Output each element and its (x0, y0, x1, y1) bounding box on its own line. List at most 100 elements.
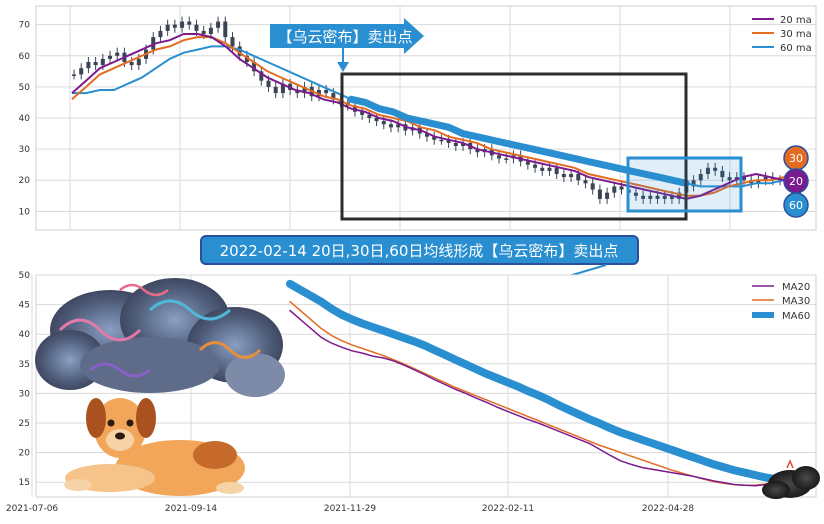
candle-body (374, 118, 379, 122)
candle-body (597, 189, 602, 199)
candle-body (453, 142, 458, 146)
small-dark-cloud-illustration (762, 459, 820, 499)
candle-body (280, 83, 285, 94)
candle-body (244, 55, 249, 62)
candle-body (619, 186, 624, 190)
blue-highlight-box (626, 156, 743, 213)
candle-body (396, 124, 401, 128)
candle-body (223, 21, 228, 38)
top-y-tick-label: 10 (19, 207, 31, 217)
bottom-y-tick-label: 15 (19, 478, 30, 488)
bottom-x-tick-labels: 2021-07-06 2021-09-14 2021-11-29 2022-02-11… (6, 504, 695, 514)
candle-body (208, 27, 213, 34)
candle-body (201, 30, 206, 34)
candle-body (547, 167, 552, 171)
candle-body (360, 111, 365, 115)
bottom-ma-lines (286, 279, 780, 487)
top-legend: 20 ma 30 ma 60 ma (752, 15, 812, 54)
candle-body (295, 90, 300, 94)
badge-60-circle (783, 192, 809, 218)
candle-body (497, 155, 502, 159)
top-ma-lines (71, 33, 785, 200)
candle-body (266, 80, 271, 87)
candle-body (115, 52, 120, 56)
candle-body (662, 195, 667, 199)
middle-callout: 2022-02-14 20日,30日,60日均线形成【乌云密布】卖出点 (200, 235, 639, 285)
bottom-ma20-line (289, 309, 777, 487)
candle-body (151, 37, 156, 50)
bottom-y-tick-label: 40 (19, 330, 31, 340)
candle-body (72, 74, 76, 76)
candle-body (165, 24, 170, 31)
candle-body (425, 133, 429, 137)
candle-body (525, 161, 530, 165)
top-y-tick-label: 70 (19, 21, 31, 31)
top-y-tick-labels: 10 20 30 40 50 60 70 (19, 21, 31, 218)
top-ma60-highlight (347, 95, 690, 187)
bottom-y-tick-label: 30 (19, 389, 31, 399)
ma-badges: 30 20 60 (783, 145, 809, 218)
bottom-ma60-line (286, 279, 780, 484)
middle-callout-text: 2022-02-14 20日,30日,60日均线形成【乌云密布】卖出点 (220, 242, 619, 260)
candle-body (79, 68, 84, 75)
top-ma20-line (71, 33, 785, 200)
bottom-x-tick-label: 2021-07-06 (6, 504, 59, 514)
candle-body (187, 21, 192, 25)
candle-body (698, 174, 703, 181)
candle-body (273, 86, 278, 94)
bottom-x-tick-label: 2021-11-29 (324, 504, 377, 514)
top-callout-text: 【乌云密布】卖出点 (277, 28, 412, 46)
middle-callout-box (200, 235, 639, 265)
candle-body (576, 174, 581, 181)
candle-body (648, 195, 653, 199)
candle-body (158, 30, 163, 38)
candle-body (590, 183, 595, 190)
dark-highlight-box (340, 72, 688, 221)
dog-illustration (64, 398, 245, 496)
candle-body (655, 195, 660, 199)
candle-body (461, 142, 466, 146)
candle-body (302, 86, 307, 94)
candle-body (446, 139, 451, 143)
candle-body (316, 90, 321, 97)
bottom-y-tick-label: 25 (19, 419, 30, 429)
candle-body (540, 167, 545, 171)
top-callout: 【乌云密布】卖出点 (270, 18, 424, 72)
candle-body (136, 58, 141, 66)
bottom-x-tick-label: 2022-02-11 (482, 504, 534, 514)
bottom-y-tick-label: 50 (19, 271, 31, 281)
candle-body (86, 62, 91, 69)
legend-label-ma20: MA20 (782, 282, 810, 293)
bottom-legend: MA20 MA30 MA60 (752, 282, 810, 322)
candle-body (324, 90, 329, 94)
bottom-x-tick-label: 2021-09-14 (165, 504, 218, 514)
candle-body (172, 24, 177, 28)
candle-body (504, 158, 509, 160)
candle-body (432, 136, 437, 140)
candle-body (216, 21, 221, 28)
candle-body (367, 114, 372, 118)
storm-cloud-illustration (35, 278, 285, 397)
candle-body (237, 46, 242, 56)
candle-body (129, 62, 134, 66)
bottom-y-tick-labels: 15 20 25 30 35 40 45 50 (19, 271, 31, 488)
bottom-x-tick-label: 2022-04-28 (642, 504, 695, 514)
candle-body (100, 58, 105, 66)
candle-body (583, 180, 588, 184)
candle-body (727, 177, 732, 181)
bottom-y-tick-label: 35 (19, 360, 30, 370)
candle-body (691, 180, 696, 187)
candle-body (331, 93, 336, 100)
candle-body (756, 180, 761, 184)
candle-body (381, 121, 386, 125)
top-y-tick-label: 20 (19, 176, 31, 186)
legend-label-60ma: 60 ma (780, 43, 812, 54)
candle-body (533, 164, 538, 168)
candle-body (713, 167, 718, 171)
candle-body (388, 124, 393, 128)
candle-body (669, 195, 674, 199)
candle-body (475, 149, 480, 153)
